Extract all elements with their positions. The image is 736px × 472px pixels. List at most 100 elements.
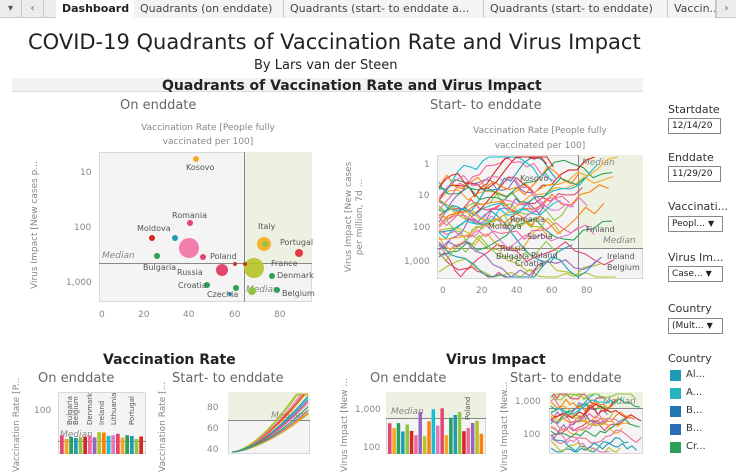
virus-right-median-line [549,408,643,409]
quadrant-right-ytick: 10 [418,191,430,201]
country-label-romania: Romania [172,211,207,220]
bubble-portugal [295,249,303,257]
bubble-denmark [269,273,275,279]
country-label-r-romania: Romania [510,215,545,224]
bar [444,435,449,454]
enddate-input[interactable]: 11/29/20 [668,166,721,182]
vaccination-filter-dropdown[interactable]: Peopl... ▼ [668,216,723,232]
bar [422,436,427,454]
virus-right-ytick: 100 [523,430,541,440]
bar [431,409,436,454]
bar [125,435,129,454]
bar [97,432,101,454]
country-trend-line [550,434,629,453]
quadrant-right-xtick: 60 [546,286,558,296]
bubble-czechia [233,285,239,291]
bar [479,433,484,454]
bar [116,433,120,454]
quadrant-right-title: Start- to enddate [430,98,542,113]
quadrant-left-median-v [244,152,245,302]
bar [134,439,139,454]
country-trend-line [550,417,640,438]
quadrant-left-bubbles [149,156,303,296]
startdate-label: Startdate [668,103,720,116]
vaccination-right-title: Start- to enddate [172,371,284,386]
bar [388,423,392,454]
country-trend-line [438,177,586,203]
tab-quadrants-start-enddate-a[interactable]: Quadrants (start- to enddate a... [284,0,484,18]
bubble-moldova [149,235,155,241]
quadrant-left-ytick: 1,000 [66,278,92,288]
quadrant-left-xtick: 20 [138,310,150,320]
virus-right-title: Start- to enddate [510,371,622,386]
virus-left-title: On enddate [370,371,447,386]
virus-right-lines [550,393,642,453]
country-label-r-kosovo: Kosovo [520,174,549,183]
country-label-r-croatia: Croatia [515,259,544,268]
country-filter-value: (Mult... [672,321,704,331]
tab-quadrants-enddate[interactable]: Quadrants (on enddate) [134,0,284,18]
bar [102,432,106,454]
legend-swatch[interactable] [670,424,681,435]
quadrant-left-xtick: 60 [229,310,241,320]
country-trend-line [550,440,621,453]
vaccination-right-median-line [228,420,310,421]
vaccination-trend-line [231,397,309,453]
bubble-belgium [248,287,256,295]
tab-next-button[interactable]: › [716,0,736,18]
country-trend-line [438,156,562,211]
legend-label[interactable]: A... [686,387,703,398]
country-trend-line [550,403,642,424]
legend-swatch[interactable] [670,388,681,399]
quadrant-right-lines [438,156,618,278]
legend-label[interactable]: B... [686,405,703,416]
legend-label[interactable]: Al... [686,369,706,380]
quadrant-right-xtick: 20 [476,286,488,296]
quadrant-left-xtick: 40 [183,310,195,320]
country-label-bulgaria: Bulgaria [143,263,177,272]
vaccination-right-lines [231,393,309,453]
legend-label[interactable]: Cr... [686,441,706,452]
dashboard-title: COVID-19 Quadrants of Vaccination Rate a… [28,30,641,54]
bar [396,423,401,454]
country-trend-line [438,214,595,250]
quadrant-right-xtick: 0 [440,286,446,296]
legend-title: Country [668,352,712,365]
vaccination-right-ytick: 40 [207,445,219,455]
virus-filter-dropdown[interactable]: Case... ▼ [668,266,723,282]
tab-menu-button[interactable]: ▾ [0,0,22,18]
quadrant-right-y-title-wrap: Virus Impact [New cases per million, 7d … [344,158,374,276]
bar [418,411,422,454]
legend-swatch[interactable] [670,370,681,381]
country-label-r-russia: Russia [500,244,526,253]
virus-right-ylabel: Virus Impact [New... [500,381,510,472]
bar [462,431,466,454]
legend-swatch[interactable] [670,442,681,453]
country-filter-dropdown[interactable]: (Mult... ▼ [668,318,723,334]
vaccination-right-ylabel: Vaccination Rate [... [158,381,168,472]
bar [453,415,457,454]
virus-left-median-line [386,418,486,419]
country-trend-line [438,159,613,198]
vaccination-filter-label: Vaccinati... [668,200,729,213]
quadrant-left-green-zone [244,152,312,263]
country-trend-line [550,396,620,413]
country-trend-line [438,226,548,251]
tab-bar: ▾ ‹ Dashboard Quadrants (on enddate) Qua… [0,0,736,18]
virus-left-ytick: 1,000 [355,405,381,415]
country-label-r-finland: Finland [586,225,615,234]
tab-quadrants-start-enddate[interactable]: Quadrants (start- to enddate) [484,0,668,18]
legend-swatch[interactable] [670,406,681,417]
bar [405,424,409,454]
bar [88,435,92,454]
virus-left-median: Median [391,407,424,417]
quadrant-left-ytick: 100 [74,223,92,233]
quadrant-left-median-h-label: Median [102,251,135,261]
startdate-input[interactable]: 12/14/20 [668,118,721,134]
quadrant-left-xtick: 80 [274,310,286,320]
tab-vaccination[interactable]: Vaccin... [668,0,716,18]
legend-label[interactable]: B... [686,423,703,434]
bubble-poland [200,254,206,260]
vaccination-left-ytick: 100 [34,406,52,416]
tab-prev-button[interactable]: ‹ [22,0,44,18]
